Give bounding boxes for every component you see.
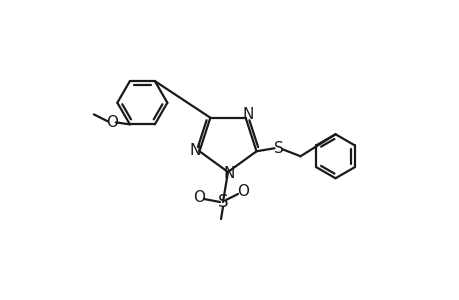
Text: N: N [190,143,201,158]
Text: O: O [236,184,248,200]
Text: N: N [223,167,234,182]
Text: S: S [273,141,283,156]
Text: N: N [242,107,254,122]
Text: O: O [193,190,205,206]
Text: S: S [217,193,228,211]
Text: O: O [106,115,118,130]
